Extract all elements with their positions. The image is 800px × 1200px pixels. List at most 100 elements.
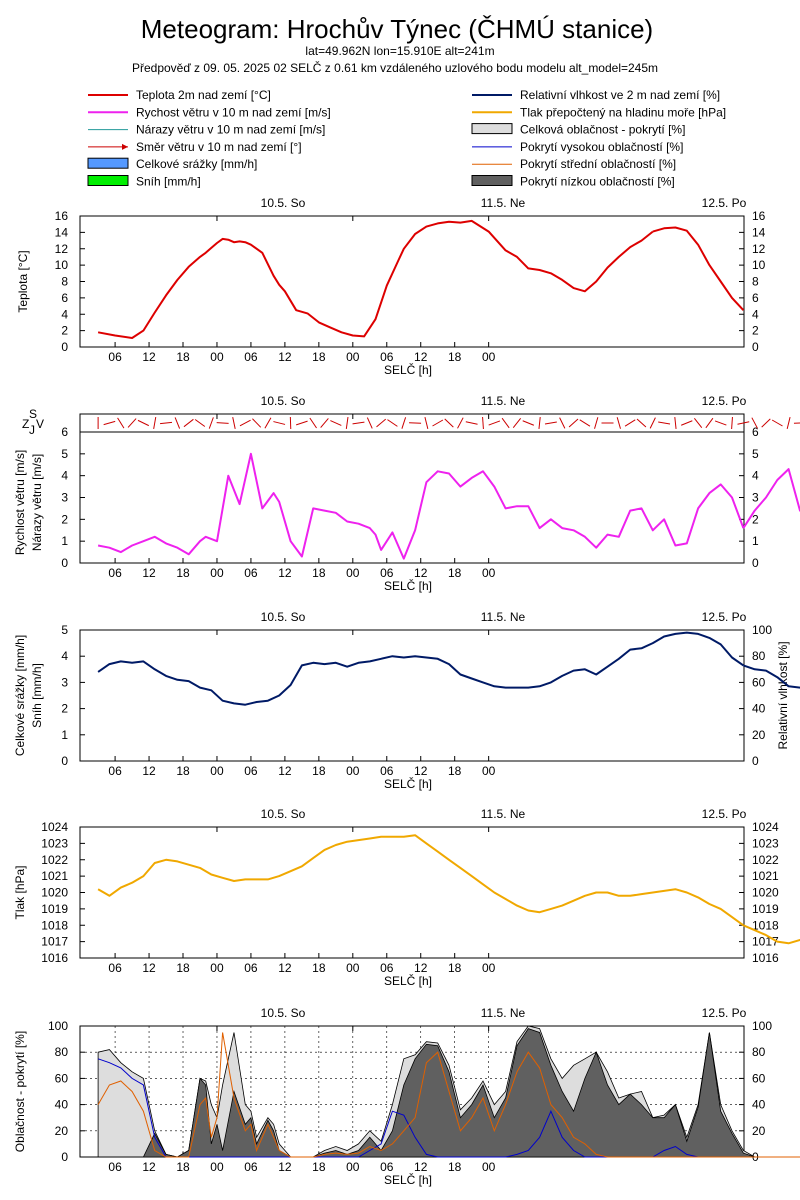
y-tick-label-right: 1019 bbox=[752, 902, 779, 916]
pressure-panel: 10.5. So 11.5. Ne 12.5. Po 06 12 18 00 06 12 18 00… bbox=[13, 807, 800, 988]
clouds-y-label: Oblačnost - pokrytí [%] bbox=[13, 1031, 27, 1152]
x-tick-label: 12 bbox=[142, 566, 156, 580]
y-tick-label-right: 14 bbox=[752, 225, 766, 239]
legend-label: Tlak přepočtený na hladinu moře [hPa] bbox=[520, 105, 726, 119]
x-tick-label: 00 bbox=[210, 961, 224, 975]
y-tick-label: 1023 bbox=[41, 836, 68, 850]
x-tick-label: 12 bbox=[142, 350, 156, 364]
temperature-series-1 bbox=[652, 226, 745, 311]
x-tick-label: 18 bbox=[312, 566, 326, 580]
legend-item-right-3: Pokrytí vysokou oblačností [%] bbox=[472, 140, 683, 154]
x-tick-label: 00 bbox=[346, 566, 360, 580]
legend-label: Celkové srážky [mm/h] bbox=[136, 157, 257, 171]
wind-direction-arrow bbox=[208, 417, 214, 429]
x-tick-label: 06 bbox=[108, 961, 122, 975]
wind-direction-arrow bbox=[153, 417, 157, 429]
legend: Teplota 2m nad zemí [°C] Rychost větru v … bbox=[87, 88, 726, 189]
x-tick-label: 18 bbox=[176, 1160, 190, 1174]
snow-y-label: Sníh [mm/h] bbox=[30, 663, 44, 728]
x-tick-label: 12 bbox=[278, 764, 292, 778]
legend-item-left-2: Nárazy větru v 10 m nad zemí [m/s] bbox=[88, 123, 325, 137]
y-tick-label: 1021 bbox=[41, 869, 68, 883]
legend-swatch bbox=[471, 175, 513, 186]
wind-direction-arrow bbox=[160, 421, 173, 425]
x-tick-label: 18 bbox=[176, 350, 190, 364]
x-tick-label: 12 bbox=[142, 1160, 156, 1174]
legend-item-left-5: Sníh [mm/h] bbox=[87, 175, 201, 189]
y-tick-label-right: 12 bbox=[752, 242, 766, 256]
y-tick-label: 20 bbox=[55, 1124, 69, 1138]
wind-direction-arrow bbox=[786, 417, 791, 429]
y-tick-label-right: 80 bbox=[752, 649, 766, 663]
wind-direction-arrow bbox=[376, 418, 387, 428]
y-tick-label: 12 bbox=[55, 242, 69, 256]
wind-direction-arrow bbox=[252, 418, 262, 428]
temperature-series-0 bbox=[97, 219, 654, 339]
x-tick-label: 00 bbox=[482, 961, 496, 975]
dir-label-n: S bbox=[29, 407, 37, 421]
wind-direction-arrow bbox=[137, 419, 150, 427]
y-tick-label-right: 1 bbox=[752, 534, 759, 548]
wind-direction-arrow bbox=[465, 421, 478, 425]
y-tick-label-right: 0 bbox=[752, 556, 759, 570]
y-tick-label: 10 bbox=[55, 258, 69, 272]
legend-swatch bbox=[87, 157, 129, 169]
y-tick-label: 6 bbox=[61, 291, 68, 305]
wind-direction-arrow bbox=[737, 421, 750, 425]
y-tick-label-right: 1020 bbox=[752, 886, 779, 900]
y-tick-label-right: 80 bbox=[752, 1045, 766, 1059]
legend-item-right-5: Pokrytí nízkou oblačností [%] bbox=[471, 175, 675, 189]
panel-frame bbox=[79, 413, 745, 564]
x-tick-label: 06 bbox=[380, 961, 394, 975]
legend-item-right-4: Pokrytí střední oblačností [%] bbox=[472, 157, 676, 171]
legend-label: Pokrytí vysokou oblačností [%] bbox=[520, 140, 683, 154]
dir-label-e: V bbox=[36, 417, 44, 431]
wind-direction-arrow bbox=[624, 419, 636, 427]
x-tick-label: 18 bbox=[448, 350, 462, 364]
wind-direction-arrow bbox=[216, 422, 229, 424]
x-tick-label: 06 bbox=[380, 1160, 394, 1174]
wind-direction-arrow bbox=[674, 416, 677, 430]
x-tick-label: 18 bbox=[312, 350, 326, 364]
y-tick-label: 0 bbox=[61, 556, 68, 570]
gust-y-label: Nárazy větru [m/s] bbox=[30, 454, 44, 551]
y-tick-label: 1 bbox=[61, 534, 68, 548]
wind-direction-arrow bbox=[761, 418, 771, 428]
y-tick-label-right: 2 bbox=[752, 512, 759, 526]
y-tick-label-right: 4 bbox=[752, 469, 759, 483]
y-tick-label: 1020 bbox=[41, 886, 68, 900]
wind-y-label: Rychlost větru [m/s] bbox=[13, 450, 27, 555]
humidity-series-1 bbox=[743, 664, 800, 689]
x-tick-label: 12 bbox=[278, 961, 292, 975]
humidity-y-label: Relativní vlhkost [%] bbox=[776, 641, 790, 749]
y-tick-label-right: 16 bbox=[752, 209, 766, 223]
wind-direction-arrow bbox=[330, 420, 342, 426]
x-tick-label: 06 bbox=[244, 350, 258, 364]
day-label: 12.5. Po bbox=[702, 1006, 747, 1020]
x-tick-label: 00 bbox=[346, 1160, 360, 1174]
x-tick-label: 12 bbox=[414, 961, 428, 975]
wind-direction-arrow bbox=[538, 416, 541, 430]
y-tick-label-right: 1023 bbox=[752, 836, 779, 850]
x-tick-label: 06 bbox=[108, 1160, 122, 1174]
x-tick-label: 06 bbox=[244, 764, 258, 778]
y-tick-label-right: 1024 bbox=[752, 820, 779, 834]
pressure-series-1 bbox=[743, 924, 800, 945]
day-label: 10.5. So bbox=[261, 196, 306, 210]
x-tick-label: 18 bbox=[312, 1160, 326, 1174]
x-tick-label: 18 bbox=[312, 764, 326, 778]
wind-direction-arrow bbox=[751, 417, 758, 429]
x-tick-label: 12 bbox=[278, 566, 292, 580]
x-tick-label: 00 bbox=[210, 764, 224, 778]
wind-direction-arrow bbox=[544, 421, 557, 425]
y-tick-label-right: 20 bbox=[752, 728, 766, 742]
y-tick-label-right: 10 bbox=[752, 258, 766, 272]
y-tick-label-right: 40 bbox=[752, 702, 766, 716]
day-label: 10.5. So bbox=[261, 610, 306, 624]
day-label: 10.5. So bbox=[261, 1006, 306, 1020]
wind-direction-arrow bbox=[579, 419, 591, 427]
wind-direction-arrow bbox=[482, 416, 484, 430]
